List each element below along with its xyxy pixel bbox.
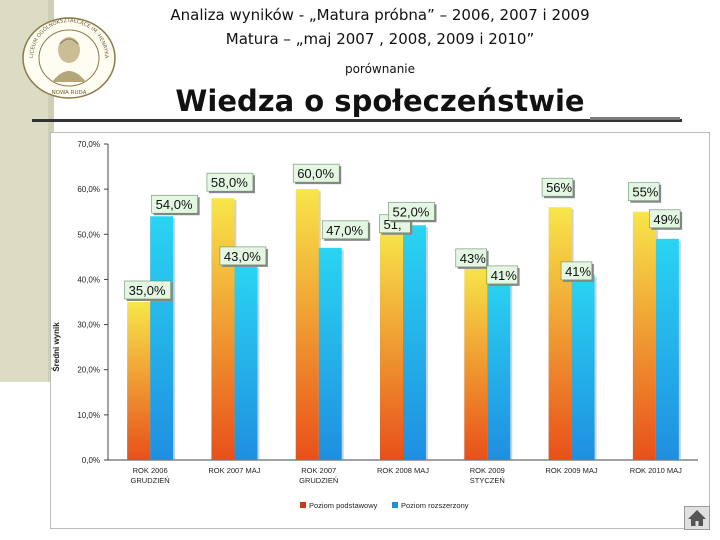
data-label-extended: 41% [565,264,591,279]
legend-swatch-extended [392,502,398,508]
data-label-box-basic [292,163,340,183]
data-label-basic: 35,0% [129,283,166,298]
y-tick-label: 50,0% [77,230,100,239]
x-category-label: ROK 2007 MAJ [208,466,260,475]
data-label-extended: 49% [653,212,679,227]
data-label-box-basic [628,182,660,202]
legend-label-extended: Poziom rozszerzony [401,501,469,510]
x-category-label: ROK 2008 MAJ [377,466,429,475]
data-label-basic: 58,0% [211,175,248,190]
data-label-box-extended [388,201,435,221]
y-tick-label: 40,0% [77,275,100,284]
bar-basic [632,211,656,460]
x-category-label: ROK 2006 [133,466,168,475]
x-category-label: ROK 2009 [470,466,505,475]
x-category-label: GRUDZIEŃ [299,476,338,485]
data-label-extended: 54,0% [156,197,193,212]
bar-extended [318,247,342,460]
bar-basic [464,265,488,460]
data-label-box-extended [151,194,198,214]
data-label-basic: 55% [632,185,658,200]
school-seal-logo: LICEUM OGÓLNOKSZTAŁCĄCE IM. HENRYKA SIEN… [20,16,116,99]
data-label-box-extended [649,209,681,229]
y-tick-label: 70,0% [77,140,100,149]
bar-basic [211,198,235,460]
data-label-box-basic [541,177,574,197]
data-label-box-extended [219,246,267,266]
subject-title: Wiedza o społeczeństwie [175,84,585,118]
bar-basic [380,229,403,460]
y-tick-label: 0,0% [82,456,100,465]
data-label-extended: 43,0% [224,249,261,264]
header-line-2: Matura – „maj 2007 , 2008, 2009 i 2010” [225,30,535,48]
data-label-box-basic [455,248,487,268]
bar-extended [655,238,679,460]
x-category-label: STYCZEŃ [470,476,505,485]
data-label-extended: 47,0% [326,223,363,238]
bar-extended [150,216,174,460]
bar-basic [127,302,151,460]
data-label-box-basic [206,172,254,192]
data-label-box-extended [560,261,593,281]
title-underline [32,119,682,122]
header-line-1: Analiza wyników - „Matura próbna” – 2006… [170,6,590,24]
data-label-box-basic [124,280,171,300]
x-category-label: GRUDZIEŃ [131,476,170,485]
title-underline-accent [590,117,680,120]
x-category-label: ROK 2010 MAJ [630,466,682,475]
home-icon[interactable] [684,506,710,530]
bar-extended [234,265,258,460]
bar-basic [295,189,319,460]
x-category-label: ROK 2009 MAJ [546,466,598,475]
data-label-basic: 60,0% [297,166,334,181]
data-label-basic: 56% [546,180,572,195]
data-label-extended: 41% [491,268,517,283]
bar-extended [487,274,511,460]
legend-swatch-basic [300,502,306,508]
data-label-extended: 52,0% [393,204,430,219]
bar-extended [571,274,595,460]
bar-extended [403,225,426,460]
legend-label-basic: Poziom podstawowy [309,501,378,510]
bar-chart: 0,0% 10,0% 20,0% 30,0% 40,0% 50,0% 60,0% 70,0% Ś… [52,140,698,510]
data-label-box-extended [321,220,369,240]
data-label-basic: 43% [460,251,486,266]
y-tick-label: 10,0% [77,411,100,420]
y-tick-label: 60,0% [77,185,100,194]
bar-basic [548,207,572,460]
y-tick-label: 30,0% [77,321,100,330]
y-tick-label: 20,0% [77,366,100,375]
y-axis-title: Średni wynik [52,322,61,372]
header-line-3: porównanie [344,62,416,76]
x-category-label: ROK 2007 [301,466,336,475]
seal-bottom-text: NOWA RUDA [52,90,87,96]
data-label-box-extended [486,265,518,285]
